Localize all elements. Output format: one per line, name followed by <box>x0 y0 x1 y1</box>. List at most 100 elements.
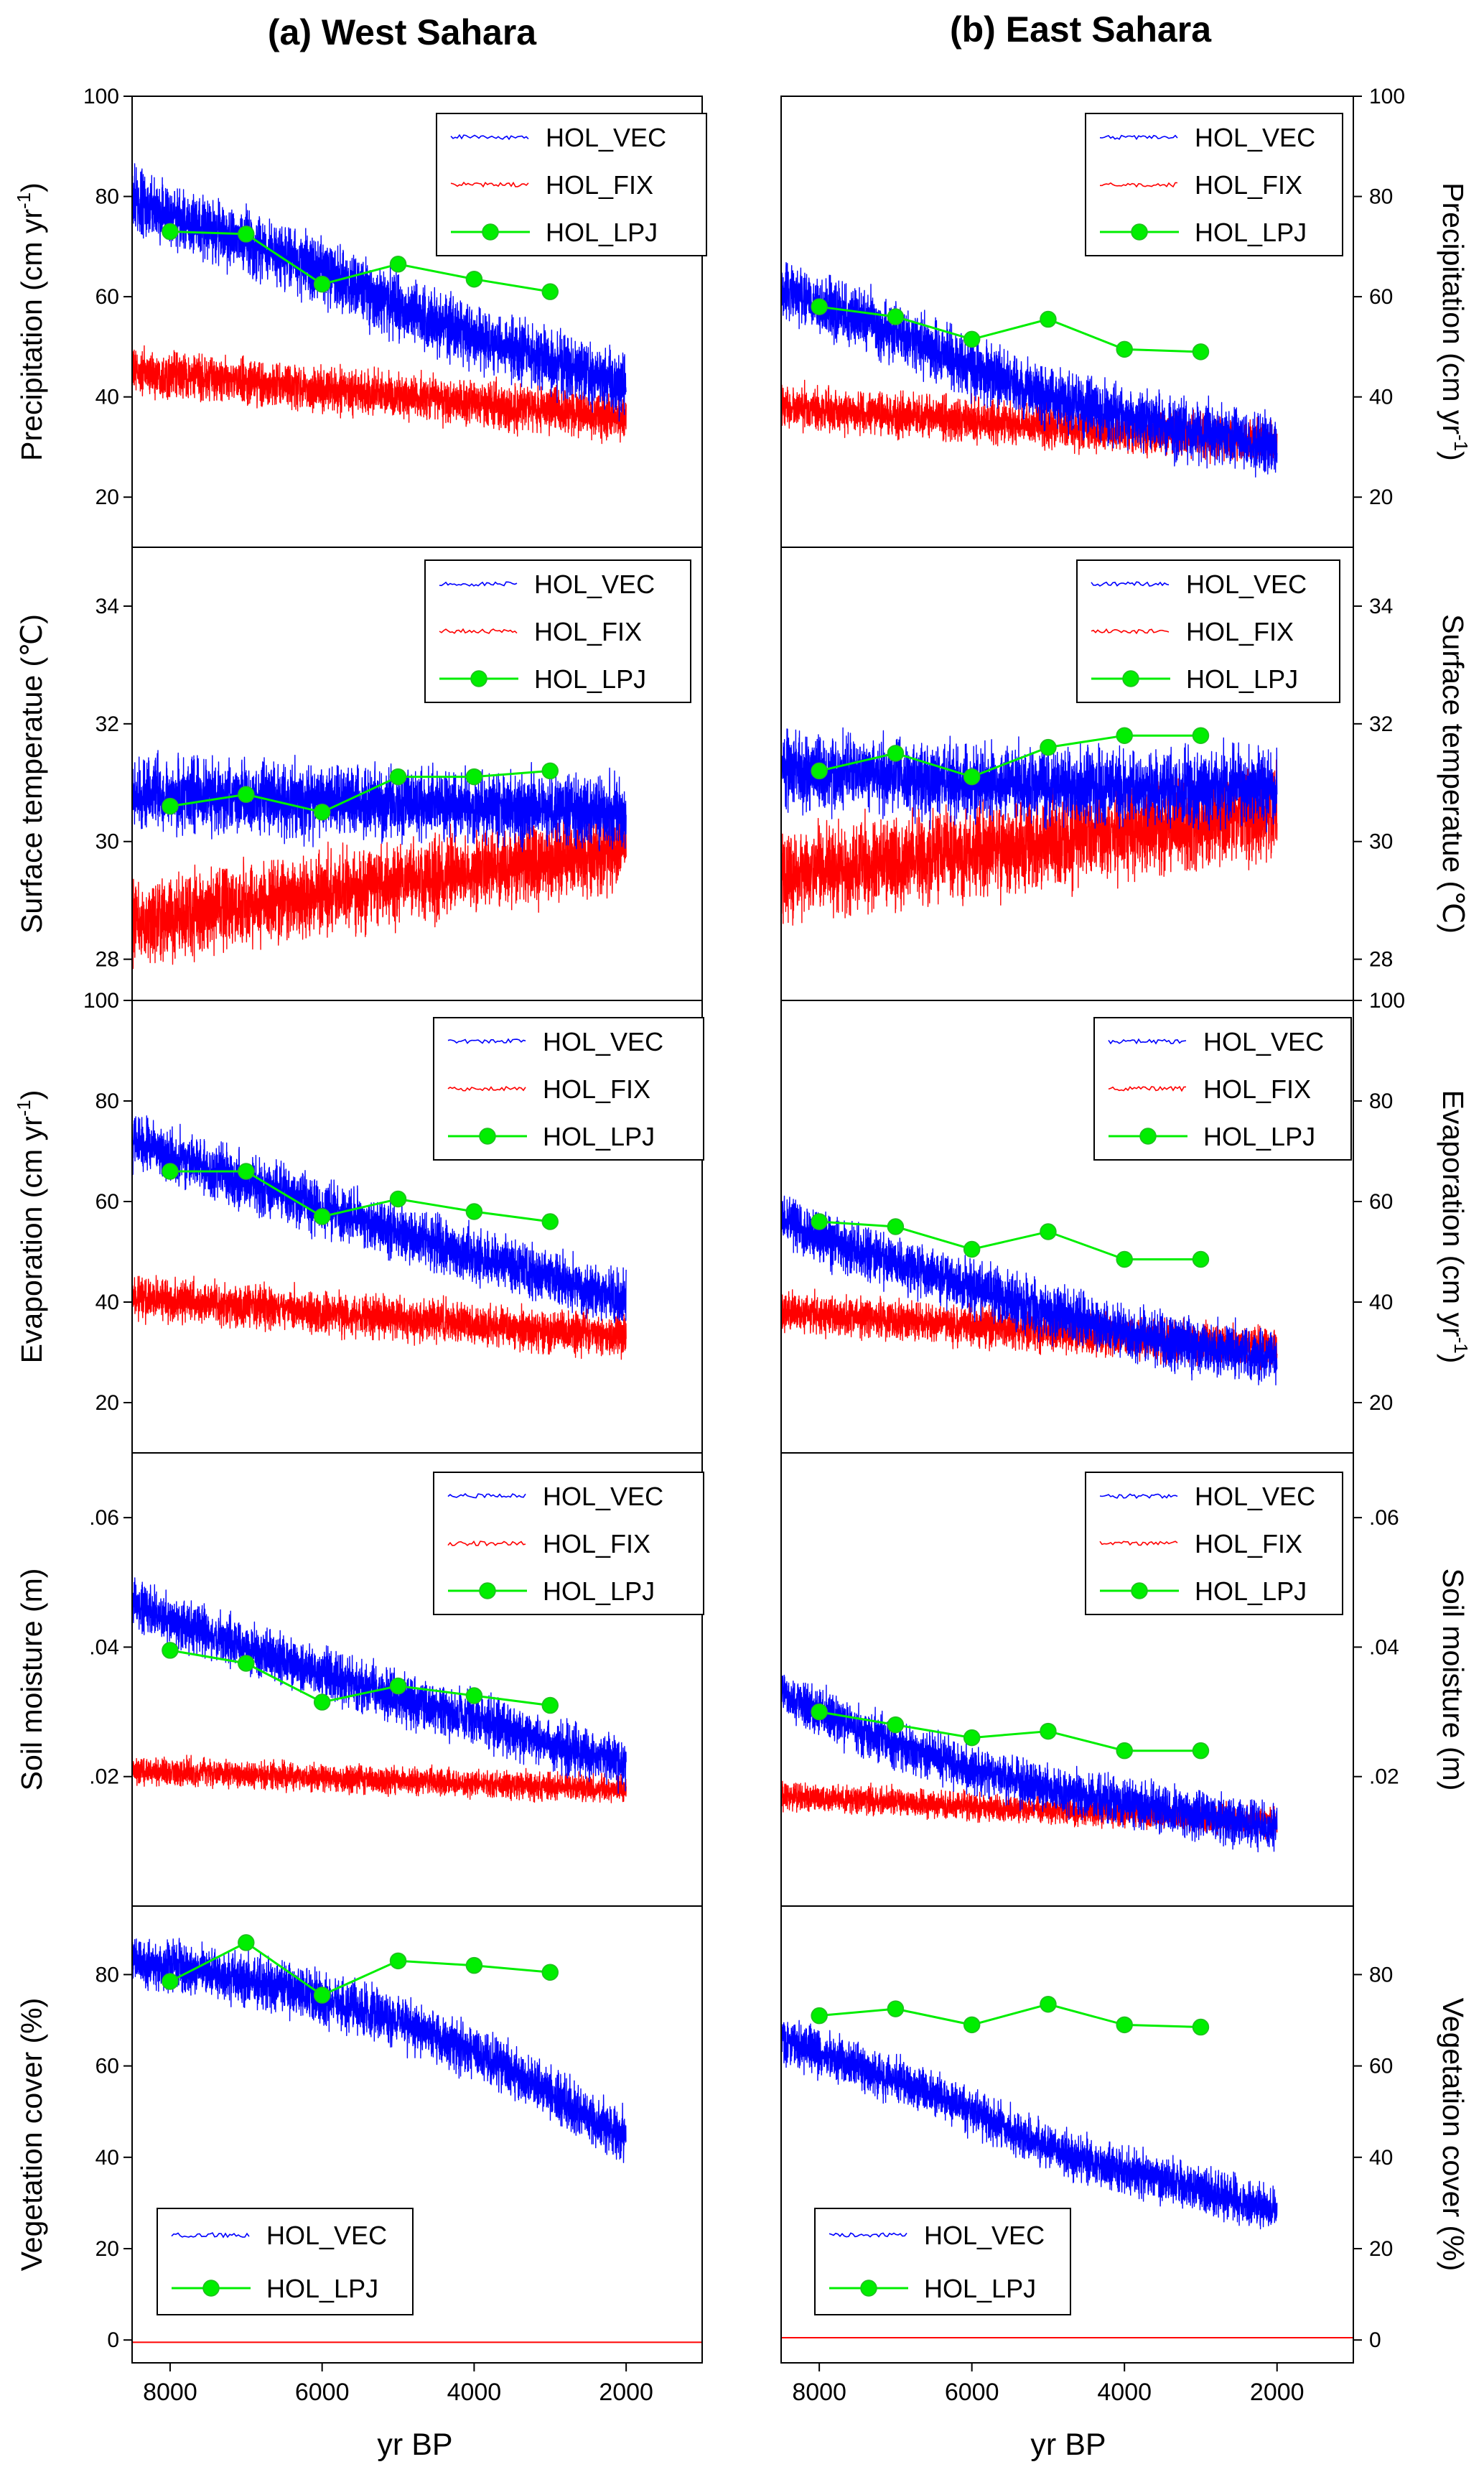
legend-marker-lpj-evap-west <box>479 1128 496 1145</box>
lpj-point-temp-west-7000 <box>238 786 255 803</box>
lpj-point-veg-west-3000 <box>541 1964 559 1981</box>
ytick-label-evap-west-4: 100 <box>83 989 119 1013</box>
lpj-point-veg-east-3000 <box>1192 2018 1210 2036</box>
lpj-point-evap-east-3000 <box>1192 1250 1210 1268</box>
xtick-label-veg-east-1: 6000 <box>945 2379 999 2406</box>
legend-soil-east: HOL_VEC HOL_FIX HOL_LPJ <box>1085 1472 1343 1615</box>
lpj-point-veg-east-8000 <box>811 2007 828 2025</box>
lpj-point-prec-west-4000 <box>465 270 483 288</box>
panel-prec-west: 20 40 60 80 100 Precipitation (cm yr-1) HOL_VE… <box>13 85 707 548</box>
legend-temp-west: HOL_VEC HOL_FIX HOL_LPJ <box>424 559 691 703</box>
lpj-point-soil-east-6000 <box>963 1729 981 1747</box>
ytick-label-temp-east-3: 34 <box>1369 595 1393 618</box>
lpj-point-evap-east-8000 <box>811 1213 828 1230</box>
lpj-point-temp-west-4000 <box>465 768 483 786</box>
lpj-point-soil-west-8000 <box>162 1642 179 1659</box>
ylabel-main-veg-west: Vegetation cover (%) <box>15 1998 48 2272</box>
series-vec-prec-east <box>781 261 1278 478</box>
legend-label-vec-veg-east: HOL_VEC <box>924 2221 1045 2250</box>
legend-label-fix-prec-east: HOL_FIX <box>1195 170 1302 200</box>
ylabel-main-temp-west: Surface temperatue (℃) <box>15 614 48 934</box>
ytick-label-soil-west-2: .06 <box>89 1506 119 1530</box>
legend-label-lpj-soil-west: HOL_LPJ <box>543 1576 655 1606</box>
panel-soil-west: .02 .04 .06 Soil moisture (m) HOL_VEC HOL_FIX… <box>15 1452 704 1907</box>
series-lpj-line-evap-west <box>169 1170 551 1223</box>
series-lpj-line-veg-west <box>169 1941 551 1997</box>
plot-area-veg-west <box>132 1934 702 2343</box>
legend-line-fix-evap-west <box>447 1085 526 1092</box>
lpj-point-soil-west-6000 <box>313 1693 331 1711</box>
series-lpj-line-soil-west <box>169 1649 551 1707</box>
legend-label-lpj-temp-west: HOL_LPJ <box>534 664 646 694</box>
title-east: (b) East Sahara <box>950 9 1212 50</box>
ytick-label-temp-west-0: 28 <box>95 948 119 972</box>
ytick-label-veg-east-3: 60 <box>1369 2055 1393 2078</box>
legend-soil-west: HOL_VEC HOL_FIX HOL_LPJ <box>433 1472 704 1615</box>
legend-line-fix-soil-east <box>1099 1541 1178 1546</box>
legend-evap-east: HOL_VEC HOL_FIX HOL_LPJ <box>1093 1017 1352 1161</box>
series-lpj-line-soil-east <box>818 1711 1201 1752</box>
ytick-label-soil-east-2: .06 <box>1369 1506 1399 1530</box>
xtick-label-veg-west-1: 6000 <box>295 2379 350 2406</box>
lpj-point-prec-west-5000 <box>389 256 407 273</box>
ylabel-sup-prec-west: -1 <box>13 192 34 209</box>
legend-line-vec-veg-east <box>829 2232 907 2238</box>
plot-area-temp-west <box>132 750 627 970</box>
ylabel-main-soil-east: Soil moisture (m) <box>1437 1569 1470 1791</box>
legend-marker-lpj-veg-west <box>202 2280 220 2297</box>
series-vec-veg-west <box>132 1938 627 2163</box>
lpj-point-evap-west-7000 <box>238 1163 255 1180</box>
lpj-point-soil-east-5000 <box>1040 1722 1057 1740</box>
series-vec-soil-east <box>781 1671 1278 1853</box>
plot-area-prec-west <box>132 163 627 445</box>
ylabel-prec-east: Precipitation (cm yr-1) <box>1437 182 1472 461</box>
lpj-point-prec-east-8000 <box>811 298 828 315</box>
series-fix-temp-west <box>132 808 627 970</box>
series-lpj-line-evap-east <box>819 1220 1201 1260</box>
ytick-label-temp-east-1: 30 <box>1369 830 1393 854</box>
legend-marker-lpj-soil-east <box>1131 1582 1148 1599</box>
series-lpj-line-prec-east <box>818 305 1201 353</box>
legend-label-vec-temp-west: HOL_VEC <box>534 570 655 599</box>
series-lpj-line-temp-east <box>818 734 1201 779</box>
ytick-label-veg-west-0: 0 <box>107 2328 119 2352</box>
series-vec-soil-west <box>132 1577 627 1794</box>
legend-label-fix-temp-east: HOL_FIX <box>1186 617 1294 646</box>
legend-marker-lpj-prec-east <box>1131 223 1148 241</box>
legend-label-lpj-soil-east: HOL_LPJ <box>1195 1576 1307 1606</box>
legend-label-fix-temp-west: HOL_FIX <box>534 617 642 646</box>
lpj-point-evap-west-6000 <box>313 1208 331 1225</box>
legend-evap-west: HOL_VEC HOL_FIX HOL_LPJ <box>433 1017 704 1161</box>
xtick-label-veg-west-3: 2000 <box>599 2379 653 2406</box>
ytick-label-evap-west-2: 60 <box>95 1190 119 1214</box>
lpj-point-prec-east-3000 <box>1192 343 1210 361</box>
title-west: (a) West Sahara <box>268 12 537 52</box>
legend-prec-west: HOL_VEC HOL_FIX HOL_LPJ <box>436 113 707 256</box>
lpj-point-veg-east-5000 <box>1040 1995 1057 2013</box>
ytick-label-soil-east-1: .04 <box>1369 1635 1399 1659</box>
ytick-label-prec-west-4: 100 <box>83 85 119 108</box>
lpj-point-temp-west-3000 <box>541 762 559 780</box>
lpj-point-evap-east-5000 <box>1040 1223 1057 1240</box>
legend-label-lpj-evap-west: HOL_LPJ <box>543 1122 655 1151</box>
ytick-label-evap-east-0: 20 <box>1369 1391 1393 1415</box>
lpj-point-evap-west-8000 <box>162 1163 179 1180</box>
xtick-label-veg-west-0: 8000 <box>143 2379 197 2406</box>
ylabel-main-prec-west: Precipitation (cm yr <box>15 209 48 461</box>
legend-label-lpj-temp-east: HOL_LPJ <box>1186 664 1298 694</box>
ytick-label-prec-east-3: 80 <box>1369 185 1393 209</box>
series-fix-temp-east <box>781 759 1278 926</box>
lpj-point-soil-east-4000 <box>1116 1742 1133 1760</box>
lpj-point-evap-east-6000 <box>963 1240 981 1258</box>
lpj-point-veg-west-6000 <box>313 1987 331 2004</box>
legend-label-vec-prec-west: HOL_VEC <box>546 123 666 152</box>
lpj-point-prec-east-7000 <box>887 308 905 325</box>
legend-marker-lpj-prec-west <box>482 223 499 241</box>
ytick-label-evap-east-1: 40 <box>1369 1291 1393 1314</box>
legend-label-vec-soil-east: HOL_VEC <box>1195 1482 1315 1511</box>
legend-label-fix-evap-west: HOL_FIX <box>543 1074 650 1104</box>
series-vec-prec-west <box>132 163 627 422</box>
